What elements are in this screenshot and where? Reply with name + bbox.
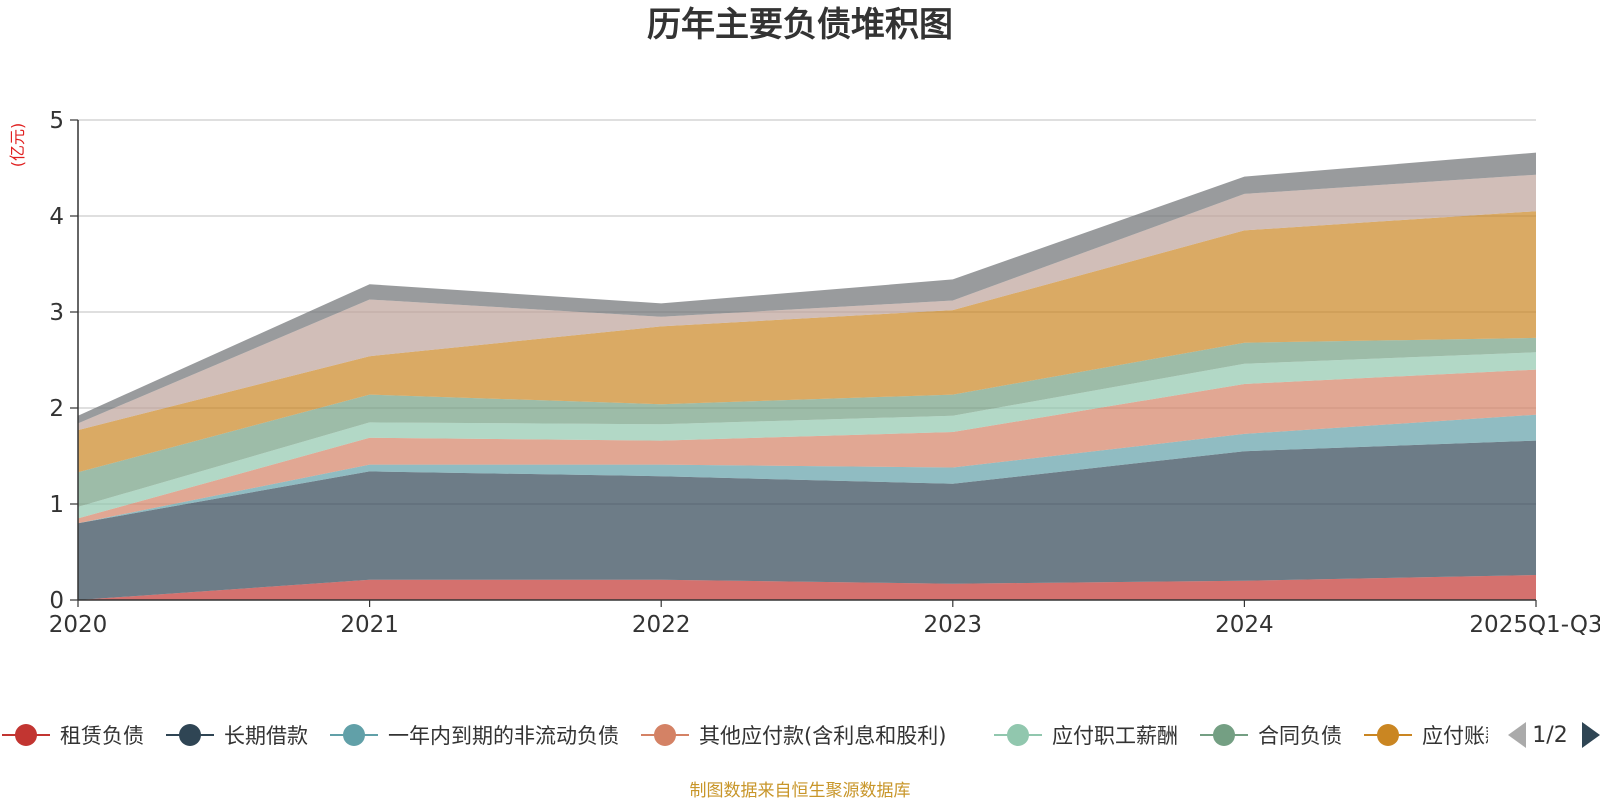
legend-items[interactable]: 租赁负债 长期借款 一年内到期的非流动负债 其他应付款(含利息和股利) 应付职工薪酬 合同… bbox=[2, 724, 1600, 748]
legend-marker-icon bbox=[1213, 724, 1235, 746]
legend-item[interactable]: 应付职工薪酬 bbox=[994, 724, 1178, 748]
x-tick-label: 2023 bbox=[924, 612, 983, 638]
y-axis-unit: (亿元) bbox=[8, 123, 27, 168]
x-tick-label: 2022 bbox=[632, 612, 691, 638]
y-tick-label: 3 bbox=[49, 300, 64, 326]
y-ticks: 0 1 2 3 4 5 bbox=[49, 108, 78, 614]
legend-label: 长期借款 bbox=[224, 724, 308, 748]
legend-marker-icon bbox=[1377, 724, 1399, 746]
legend-item[interactable]: 长期借款 bbox=[166, 724, 308, 748]
x-ticks: 2020 2021 2022 2023 2024 2025Q1-Q3 bbox=[49, 600, 1600, 638]
legend-label: 一年内到期的非流动负债 bbox=[388, 724, 619, 748]
legend-item[interactable]: 租赁负债 bbox=[2, 724, 144, 748]
area-series-5[interactable] bbox=[78, 352, 1536, 519]
legend-item[interactable]: 一年内到期的非流动负债 bbox=[330, 724, 619, 748]
area-series bbox=[78, 152, 1536, 600]
chart-title: 历年主要负债堆积图 bbox=[647, 5, 953, 45]
area-series-2[interactable] bbox=[78, 440, 1536, 600]
x-tick-label: 2025Q1-Q3 bbox=[1469, 612, 1600, 638]
legend-item[interactable]: 其他应付款(含利息和股利) bbox=[641, 724, 946, 748]
area-series-8[interactable] bbox=[78, 174, 1536, 431]
area-series-9[interactable] bbox=[78, 152, 1536, 424]
legend-next-page-icon[interactable] bbox=[1582, 722, 1600, 748]
y-tick-label: 5 bbox=[49, 108, 64, 134]
y-tick-label: 2 bbox=[49, 396, 64, 422]
area-series-4[interactable] bbox=[78, 369, 1536, 524]
x-tick-label: 2020 bbox=[49, 612, 108, 638]
y-tick-label: 0 bbox=[49, 588, 64, 614]
legend-marker-icon bbox=[1007, 724, 1029, 746]
legend-label: 应付账款 bbox=[1422, 724, 1506, 748]
area-series-6[interactable] bbox=[78, 337, 1536, 507]
area-series-7[interactable] bbox=[78, 211, 1536, 473]
legend-label: 应付职工薪酬 bbox=[1052, 724, 1178, 748]
x-tick-label: 2024 bbox=[1215, 612, 1274, 638]
legend-marker-icon bbox=[654, 724, 676, 746]
area-series-3[interactable] bbox=[78, 414, 1536, 524]
legend-label: 合同负债 bbox=[1258, 724, 1342, 748]
legend-label: 租赁负债 bbox=[60, 724, 144, 748]
legend-prev-page-icon[interactable] bbox=[1508, 722, 1526, 748]
legend-item[interactable]: 应付账款 bbox=[1364, 724, 1506, 748]
y-tick-label: 4 bbox=[49, 204, 64, 230]
legend-pager[interactable]: 1/2 bbox=[1508, 722, 1600, 748]
area-series-1[interactable] bbox=[78, 575, 1536, 600]
y-tick-label: 1 bbox=[49, 492, 64, 518]
x-tick-label: 2021 bbox=[340, 612, 399, 638]
axes bbox=[77, 120, 1536, 601]
legend[interactable]: 租赁负债 长期借款 一年内到期的非流动负债 其他应付款(含利息和股利) 应付职工薪酬 合同… bbox=[2, 724, 1600, 748]
legend-marker-icon bbox=[343, 724, 365, 746]
data-source-note: 制图数据来自恒生聚源数据库 bbox=[690, 781, 911, 800]
legend-item[interactable]: 合同负债 bbox=[1200, 724, 1342, 748]
legend-page-indicator: 1/2 bbox=[1532, 723, 1567, 748]
legend-marker-icon bbox=[15, 724, 37, 746]
legend-marker-icon bbox=[179, 724, 201, 746]
legend-label: 其他应付款(含利息和股利) bbox=[699, 724, 946, 748]
